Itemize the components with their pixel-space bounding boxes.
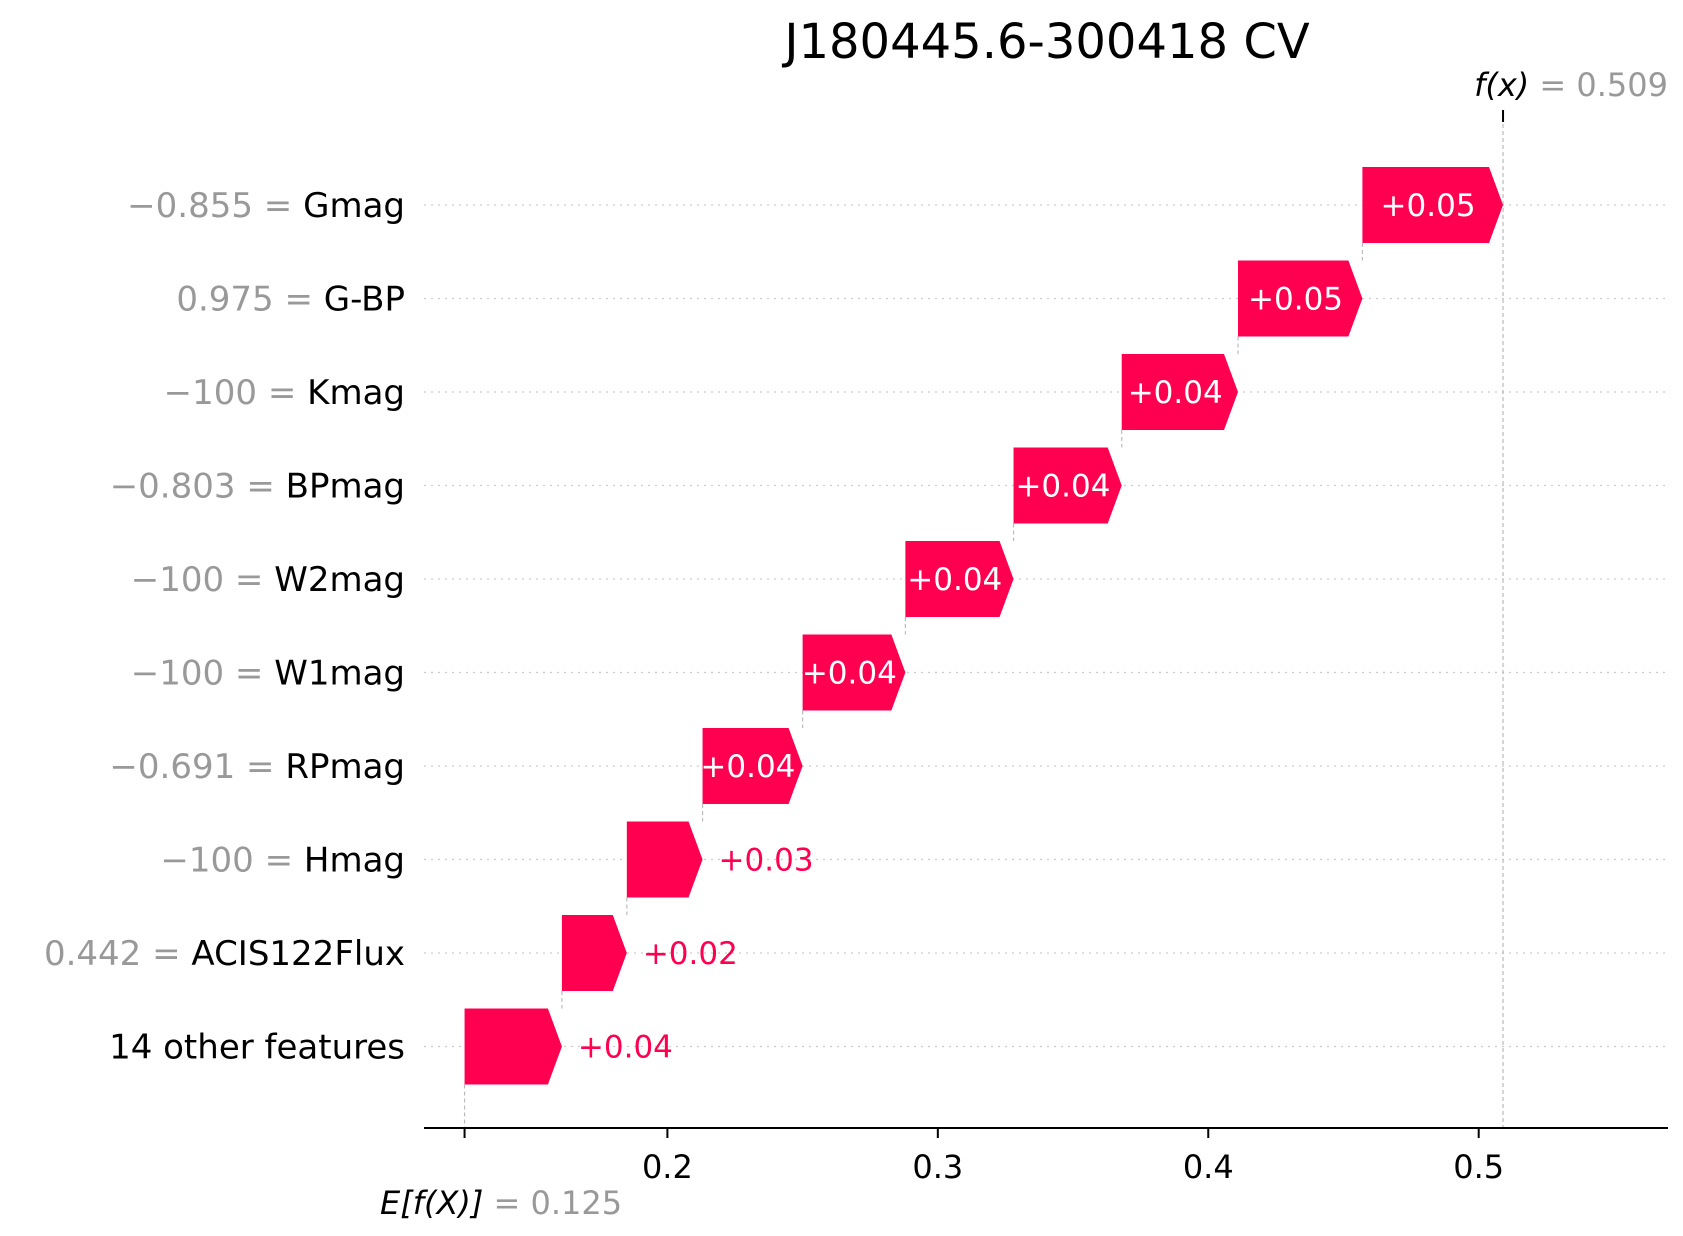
feature-label: −0.803 = BPmag — [110, 467, 405, 507]
feature-value: −0.855 = — [127, 186, 303, 226]
feature-label: −100 = W1mag — [131, 654, 405, 694]
feature-label: 0.442 = ACIS122Flux — [44, 934, 405, 974]
x-axis: 0.2 0.3 0.4 0.5 — [424, 110, 1668, 1186]
final-value-text: = 0.509 — [1529, 66, 1668, 104]
feature-value: 0.442 = — [44, 934, 191, 974]
shap-bar — [1238, 260, 1363, 337]
shap-bar — [702, 728, 803, 804]
feature-name: Kmag — [307, 373, 405, 413]
bar-value-label: +0.05 — [1248, 282, 1343, 318]
feature-value: 0.975 = — [176, 280, 323, 320]
feature-name: 14 other features — [109, 1028, 405, 1068]
bar-value-label: +0.02 — [643, 936, 738, 972]
shap-bar — [905, 541, 1014, 617]
bar-value-label: +0.04 — [1015, 469, 1110, 505]
feature-value: −100 = — [131, 654, 275, 694]
feature-value: −100 = — [164, 373, 308, 413]
feature-value: −100 = — [131, 560, 275, 600]
x-tick-label: 0.2 — [642, 1148, 693, 1186]
shap-bar — [1121, 354, 1239, 430]
feature-name: Hmag — [304, 841, 405, 881]
feature-value: −0.803 = — [110, 467, 286, 507]
feature-name: ACIS122Flux — [191, 934, 405, 974]
feature-value: −100 = — [160, 841, 304, 881]
final-value-symbol: f(x) — [1474, 66, 1529, 104]
bars: +0.05 +0.05 +0.04 +0.04 +0.04 +0.04 +0.04 +0.03… — [464, 167, 1504, 1085]
feature-name: BPmag — [286, 467, 405, 507]
feature-label: −0.855 = Gmag — [127, 186, 405, 226]
bar-value-label: +0.04 — [907, 562, 1002, 598]
final-value-annotation: f(x) = 0.509 — [1474, 66, 1668, 104]
bar-value-label: +0.05 — [1381, 188, 1476, 224]
feature-name: Gmag — [303, 186, 405, 226]
base-value-text: = 0.125 — [483, 1184, 622, 1222]
connector-lines — [463, 110, 1504, 1128]
x-tick-label: 0.3 — [912, 1148, 963, 1186]
base-value-symbol: E[f(X)] — [380, 1184, 483, 1222]
shap-bar — [561, 915, 627, 991]
feature-label: 14 other features — [109, 1028, 405, 1068]
annotations: f(x) = 0.509 E[f(X)] = 0.125 — [380, 66, 1668, 1222]
feature-name: W2mag — [274, 560, 405, 600]
chart-title: J180445.6-300418 CV — [781, 14, 1310, 70]
feature-label: −100 = Kmag — [164, 373, 405, 413]
feature-label: 0.975 = G-BP — [176, 280, 405, 320]
feature-label: −0.691 = RPmag — [109, 747, 405, 787]
feature-name: RPmag — [285, 747, 405, 787]
bar-value-label: +0.04 — [700, 749, 795, 785]
feature-label: −100 = Hmag — [160, 841, 405, 881]
feature-label: −100 = W2mag — [131, 560, 405, 600]
shap-bar — [626, 821, 703, 898]
shap-bar — [1362, 167, 1504, 243]
bar-value-label: +0.04 — [802, 656, 897, 692]
bar-value-label: +0.04 — [1128, 375, 1223, 411]
feature-value: −0.691 = — [109, 747, 285, 787]
base-value-annotation: E[f(X)] = 0.125 — [380, 1184, 622, 1222]
shap-bar — [1013, 447, 1122, 524]
shap-bar — [464, 1008, 562, 1085]
x-tick-label: 0.4 — [1183, 1148, 1234, 1186]
x-tick-label: 0.5 — [1453, 1148, 1504, 1186]
bar-value-label: +0.04 — [578, 1030, 673, 1066]
feature-name: G-BP — [324, 280, 405, 320]
bar-value-label: +0.03 — [719, 843, 814, 879]
shap-bar — [802, 634, 906, 711]
feature-labels: −0.855 = Gmag 0.975 = G-BP −100 = Kmag −0.8… — [44, 186, 405, 1068]
feature-name: W1mag — [274, 654, 405, 694]
